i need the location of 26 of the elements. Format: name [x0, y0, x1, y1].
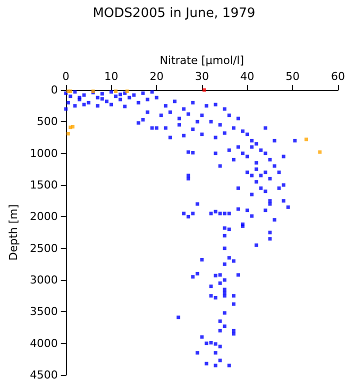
y-tick-label: 4000: [30, 336, 58, 350]
point: [68, 90, 72, 94]
y-tick-label: 3000: [30, 274, 58, 286]
x-tick-label: 0: [62, 70, 70, 83]
y-tick-label: 2500: [30, 242, 58, 255]
x-tick-label: 30: [194, 70, 209, 83]
y-tick-label: 500: [36, 115, 58, 128]
chart-title: MODS2005 in June, 1979: [92, 6, 256, 21]
y-tick-label: 2000: [30, 210, 58, 224]
x-axis-title: Nitrate [µmol/l]: [160, 54, 244, 68]
x-tick-label: 10: [104, 70, 118, 83]
point: [114, 90, 118, 94]
y-tick-label: 3500: [30, 305, 58, 318]
y-tick-label: 1500: [30, 178, 58, 192]
y-tick-label: 4500: [30, 368, 58, 382]
point: [318, 150, 322, 154]
x-tick-label: 60: [331, 70, 345, 83]
point: [304, 138, 308, 142]
x-tick-label: 20: [150, 70, 164, 83]
point: [66, 132, 70, 136]
x-tick-label: 40: [240, 70, 254, 83]
x-tick-label: 50: [286, 70, 300, 83]
y-axis-title: Depth [m]: [7, 204, 20, 261]
y-tick-label: 0: [50, 84, 58, 96]
y-tick-label: 1000: [30, 146, 58, 160]
point: [202, 88, 206, 92]
